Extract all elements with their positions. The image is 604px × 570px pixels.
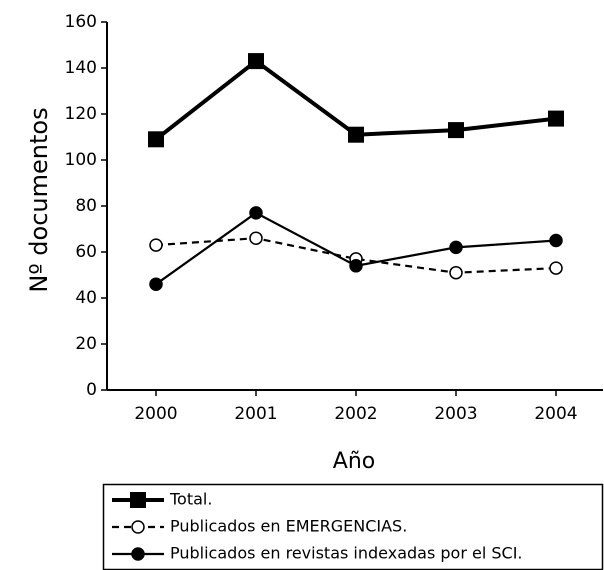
data-point (249, 231, 263, 245)
data-point (548, 110, 564, 127)
y-tick-label: 60 (75, 242, 97, 262)
data-point (449, 240, 463, 255)
data-point (248, 53, 264, 70)
legend-label: Publicados en EMERGENCIAS. (170, 517, 407, 536)
x-tick-label: 2004 (534, 404, 577, 424)
data-point (549, 233, 563, 248)
y-tick-label: 100 (65, 150, 97, 170)
legend-marker (130, 492, 146, 508)
data-point (249, 206, 263, 220)
data-point (149, 277, 163, 291)
legend-marker (131, 520, 145, 534)
data-point (449, 265, 463, 280)
series-line (155, 211, 557, 286)
x-axis-label: Año (333, 449, 375, 474)
y-axis-label: Nº documentos (25, 107, 53, 292)
y-tick-label: 140 (65, 58, 97, 78)
x-tick-label: 2000 (134, 404, 177, 424)
y-tick-label: 120 (65, 104, 97, 124)
y-tick-label: 20 (75, 334, 97, 354)
data-point (549, 261, 563, 275)
y-tick-label: 160 (65, 12, 97, 32)
data-point (448, 122, 464, 139)
data-point (148, 131, 164, 148)
legend-label: Publicados en revistas indexadas por el … (170, 544, 523, 563)
y-tick-label: 80 (75, 196, 97, 216)
legend-label: Total. (169, 490, 212, 509)
data-point (349, 259, 363, 273)
x-tick-label: 2002 (334, 404, 377, 424)
y-tick-label: 40 (75, 288, 97, 308)
data-point (149, 238, 163, 252)
legend-marker (131, 547, 145, 561)
data-point (348, 126, 364, 143)
x-tick-label: 2003 (434, 404, 477, 424)
y-tick-label: 0 (86, 380, 97, 400)
x-tick-label: 2001 (234, 404, 277, 424)
series-line (155, 237, 557, 274)
